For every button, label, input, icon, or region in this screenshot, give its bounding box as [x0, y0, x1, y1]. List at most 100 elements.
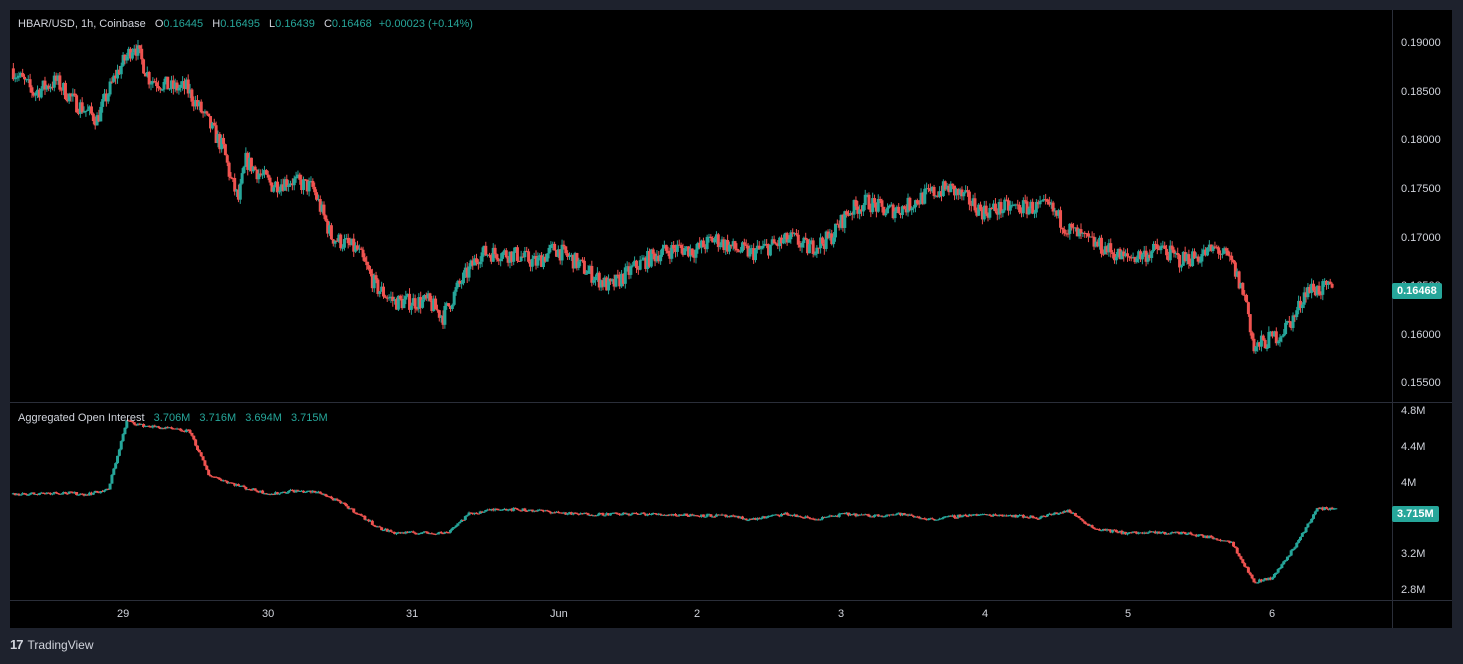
candle-body	[1101, 253, 1105, 255]
candle-body	[1241, 559, 1245, 564]
candle-body	[448, 306, 452, 310]
candle-body	[515, 508, 519, 510]
price-chart[interactable]	[10, 10, 1392, 402]
candle-body	[110, 474, 114, 484]
candle-body	[1036, 518, 1040, 520]
low-label: L	[269, 18, 276, 30]
candle-body	[296, 490, 300, 492]
candle-body	[802, 517, 806, 519]
candle-body	[424, 531, 428, 533]
candle-body	[737, 516, 741, 519]
candle-body	[774, 514, 778, 516]
candle-body	[584, 512, 588, 514]
candle-body	[210, 122, 214, 129]
candle-body	[1185, 254, 1189, 261]
candle-body	[785, 512, 789, 515]
candle-body	[1038, 201, 1042, 205]
candle-body	[1157, 531, 1161, 534]
candle-body	[39, 492, 43, 494]
candle-body	[984, 514, 988, 516]
candle-body	[402, 299, 406, 309]
candle-body	[835, 223, 839, 225]
candle-body	[49, 86, 53, 89]
candle-body	[222, 137, 226, 145]
candle-body	[222, 480, 226, 482]
candle-body	[91, 113, 95, 122]
candle-body	[350, 238, 354, 245]
footer-brand[interactable]: 17 TradingView	[10, 637, 94, 652]
candle-body	[71, 93, 75, 97]
candle-body	[475, 258, 478, 263]
open-interest-chart[interactable]	[10, 403, 1392, 600]
symbol-title[interactable]: HBAR/USD, 1h, Coinbase	[18, 18, 146, 30]
candle-body	[238, 485, 242, 487]
candle-body	[290, 183, 294, 186]
candle-body	[1008, 515, 1012, 517]
candle-body	[1159, 246, 1163, 251]
candle-body	[527, 510, 531, 512]
candle-body	[633, 512, 637, 514]
candle-body	[309, 180, 313, 182]
candle-body	[1025, 516, 1029, 518]
candle-body	[936, 519, 940, 521]
candle-body	[1159, 532, 1163, 534]
candle-body	[627, 513, 631, 516]
candle-body	[156, 426, 160, 428]
candle-body	[510, 508, 514, 511]
candle-body	[716, 234, 720, 248]
candle-body	[1267, 577, 1271, 580]
candle-body	[1222, 540, 1226, 542]
candle-body	[409, 305, 413, 310]
candle-body	[1312, 283, 1315, 291]
candle-body	[930, 518, 934, 520]
candle-body	[1300, 533, 1304, 537]
candle-body	[664, 515, 668, 517]
candle-body	[841, 215, 845, 228]
candle-body	[947, 515, 951, 517]
candle-body	[266, 493, 270, 495]
candle-body	[623, 512, 627, 514]
candle-body	[1066, 233, 1070, 235]
oi-title[interactable]: Aggregated Open Interest	[18, 412, 145, 424]
candle-body	[926, 188, 930, 190]
candle-body	[740, 516, 744, 519]
candle-body	[1308, 286, 1312, 293]
candle-body	[904, 208, 908, 213]
candle-body	[528, 509, 532, 511]
candle-body	[227, 162, 231, 177]
candle-body	[642, 257, 646, 260]
candle-body	[759, 518, 763, 520]
candle-body	[32, 492, 36, 495]
candle-body	[1001, 210, 1005, 214]
candle-body	[62, 82, 66, 91]
candle-body	[1181, 251, 1185, 266]
candle-body	[750, 248, 754, 250]
candle-body	[1205, 535, 1209, 539]
candle-body	[80, 493, 84, 495]
candle-body	[36, 494, 40, 496]
candle-body	[378, 291, 382, 294]
candle-body	[1049, 513, 1053, 515]
candle-body	[502, 508, 506, 510]
candle-body	[52, 492, 56, 494]
candle-body	[1163, 245, 1167, 249]
candle-body	[1088, 525, 1092, 527]
candle-body	[169, 80, 173, 89]
candle-body	[651, 513, 655, 515]
candle-body	[225, 155, 229, 163]
candle-body	[541, 510, 545, 512]
candle-body	[1029, 515, 1033, 518]
candle-body	[430, 300, 434, 311]
candle-body	[162, 82, 166, 90]
candle-body	[182, 431, 186, 433]
candle-body	[203, 460, 207, 466]
candle-body	[279, 184, 283, 192]
candle-body	[1326, 281, 1330, 285]
candle-body	[24, 79, 28, 81]
candle-body	[568, 256, 571, 258]
candle-body	[65, 493, 69, 495]
candle-body	[739, 251, 743, 253]
candle-body	[441, 533, 445, 535]
pane-separator	[10, 402, 1392, 403]
candle-body	[789, 514, 793, 516]
